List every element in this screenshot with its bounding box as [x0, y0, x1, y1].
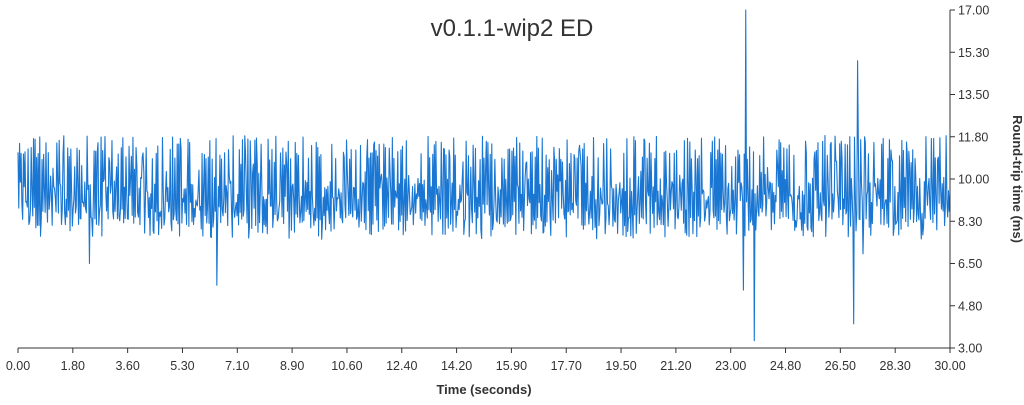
y-tick-label: 6.50	[958, 257, 982, 271]
x-tick-label: 15.90	[496, 359, 527, 373]
x-tick-label: 7.10	[225, 359, 249, 373]
x-axis-title: Time (seconds)	[436, 382, 531, 397]
y-tick-label: 10.00	[958, 173, 989, 187]
y-tick-label: 8.30	[958, 215, 982, 229]
y-tick-label: 3.00	[958, 342, 982, 356]
x-tick-label: 5.30	[170, 359, 194, 373]
x-tick-label: 14.20	[441, 359, 472, 373]
x-tick-label: 10.60	[331, 359, 362, 373]
x-tick-label: 1.80	[61, 359, 85, 373]
x-tick-label: 12.40	[386, 359, 417, 373]
x-tick-label: 0.00	[6, 359, 30, 373]
y-tick-label: 4.80	[958, 299, 982, 313]
plot-area	[17, 9, 951, 342]
chart-title: v0.1.1-wip2 ED	[431, 15, 594, 42]
x-tick-label: 3.60	[115, 359, 139, 373]
x-axis-ticks: 0.00 1.80 3.60 5.30 7.10 8.90 10.60 12.40 14.20 1…	[6, 348, 966, 373]
y-tick-label: 13.50	[958, 88, 989, 102]
x-tick-label: 19.50	[605, 359, 636, 373]
x-tick-label: 17.70	[551, 359, 582, 373]
x-tick-label: 23.00	[715, 359, 746, 373]
y-axis-ticks: 3.00 4.80 6.50 8.30 10.00 11.80 13.50 15.30 17.0…	[950, 4, 989, 356]
y-axis-title: Round-trip time (ms)	[1010, 115, 1024, 243]
x-tick-label: 28.30	[880, 359, 911, 373]
x-tick-label: 26.50	[825, 359, 856, 373]
x-tick-label: 8.90	[280, 359, 304, 373]
y-tick-label: 17.00	[958, 4, 989, 18]
y-tick-label: 15.30	[958, 46, 989, 60]
y-tick-label: 11.80	[958, 130, 988, 144]
rtt-series-line	[17, 9, 951, 342]
x-tick-label: 24.80	[770, 359, 801, 373]
x-tick-label: 30.00	[934, 359, 965, 373]
x-tick-label: 21.20	[660, 359, 691, 373]
